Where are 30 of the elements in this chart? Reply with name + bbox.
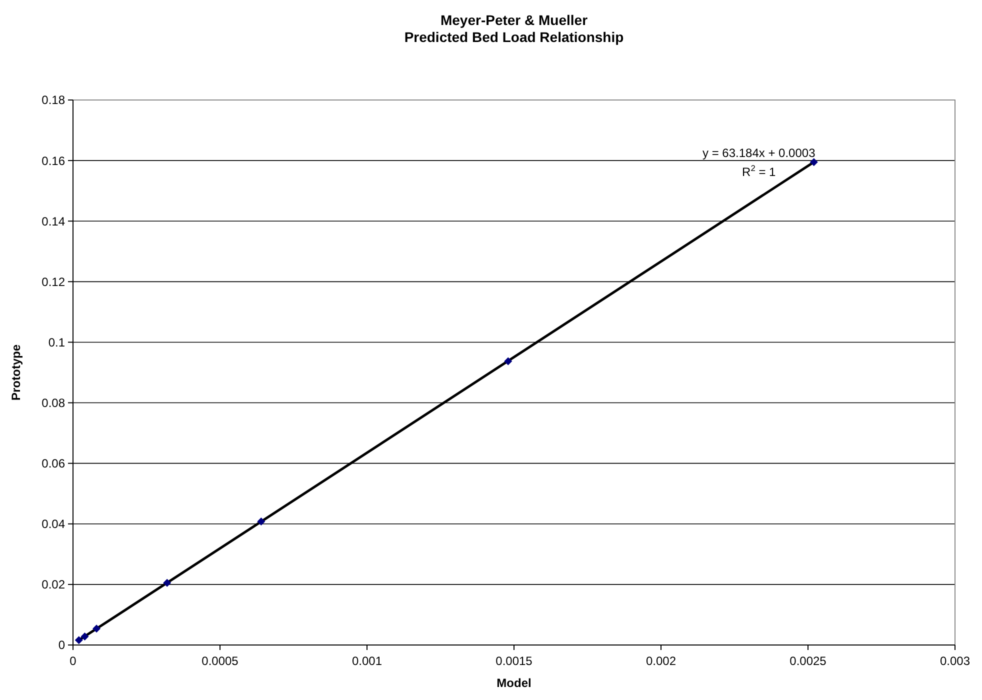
y-tick-label: 0.18 bbox=[42, 93, 66, 108]
annotation: y = 63.184x + 0.0003 bbox=[702, 146, 816, 160]
annotation: R$^{2}$ = 1 bbox=[742, 163, 776, 180]
chart-subtitle: Predicted Bed Load Relationship bbox=[404, 29, 624, 45]
x-tick-label: 0.0005 bbox=[202, 654, 239, 668]
y-tick-label: 0.06 bbox=[42, 456, 66, 471]
point bbox=[92, 624, 101, 633]
point bbox=[80, 632, 89, 641]
y-tick-label: 0.08 bbox=[42, 396, 66, 410]
y-tick-label: 0.16 bbox=[42, 154, 66, 168]
point bbox=[163, 578, 172, 587]
x-axis-title: Model bbox=[496, 676, 532, 690]
y-tick-label: 0.14 bbox=[42, 214, 66, 228]
y-tick-label: 0.04 bbox=[42, 517, 66, 532]
point bbox=[504, 357, 512, 366]
x-tick-label: 0.003 bbox=[940, 654, 970, 668]
y-tick-label: 0.02 bbox=[42, 578, 66, 592]
x-tick-label: 0.0015 bbox=[496, 654, 533, 668]
point bbox=[74, 636, 83, 644]
point bbox=[257, 517, 266, 526]
y-tick-label: 0.1 bbox=[48, 335, 66, 350]
x-tick-label: 0.001 bbox=[352, 654, 382, 668]
point bbox=[810, 158, 818, 166]
x-tick-label: 0.002 bbox=[646, 654, 676, 668]
y-axis-title: Prototype bbox=[9, 344, 23, 401]
x-tick-label: 0 bbox=[70, 654, 77, 668]
x-tick-label: 0.0025 bbox=[790, 654, 827, 668]
chart-title: Meyer-Peter & Mueller bbox=[440, 12, 588, 28]
y-tick-label: 0.12 bbox=[42, 274, 66, 289]
y-tick-label: 0 bbox=[58, 638, 66, 652]
